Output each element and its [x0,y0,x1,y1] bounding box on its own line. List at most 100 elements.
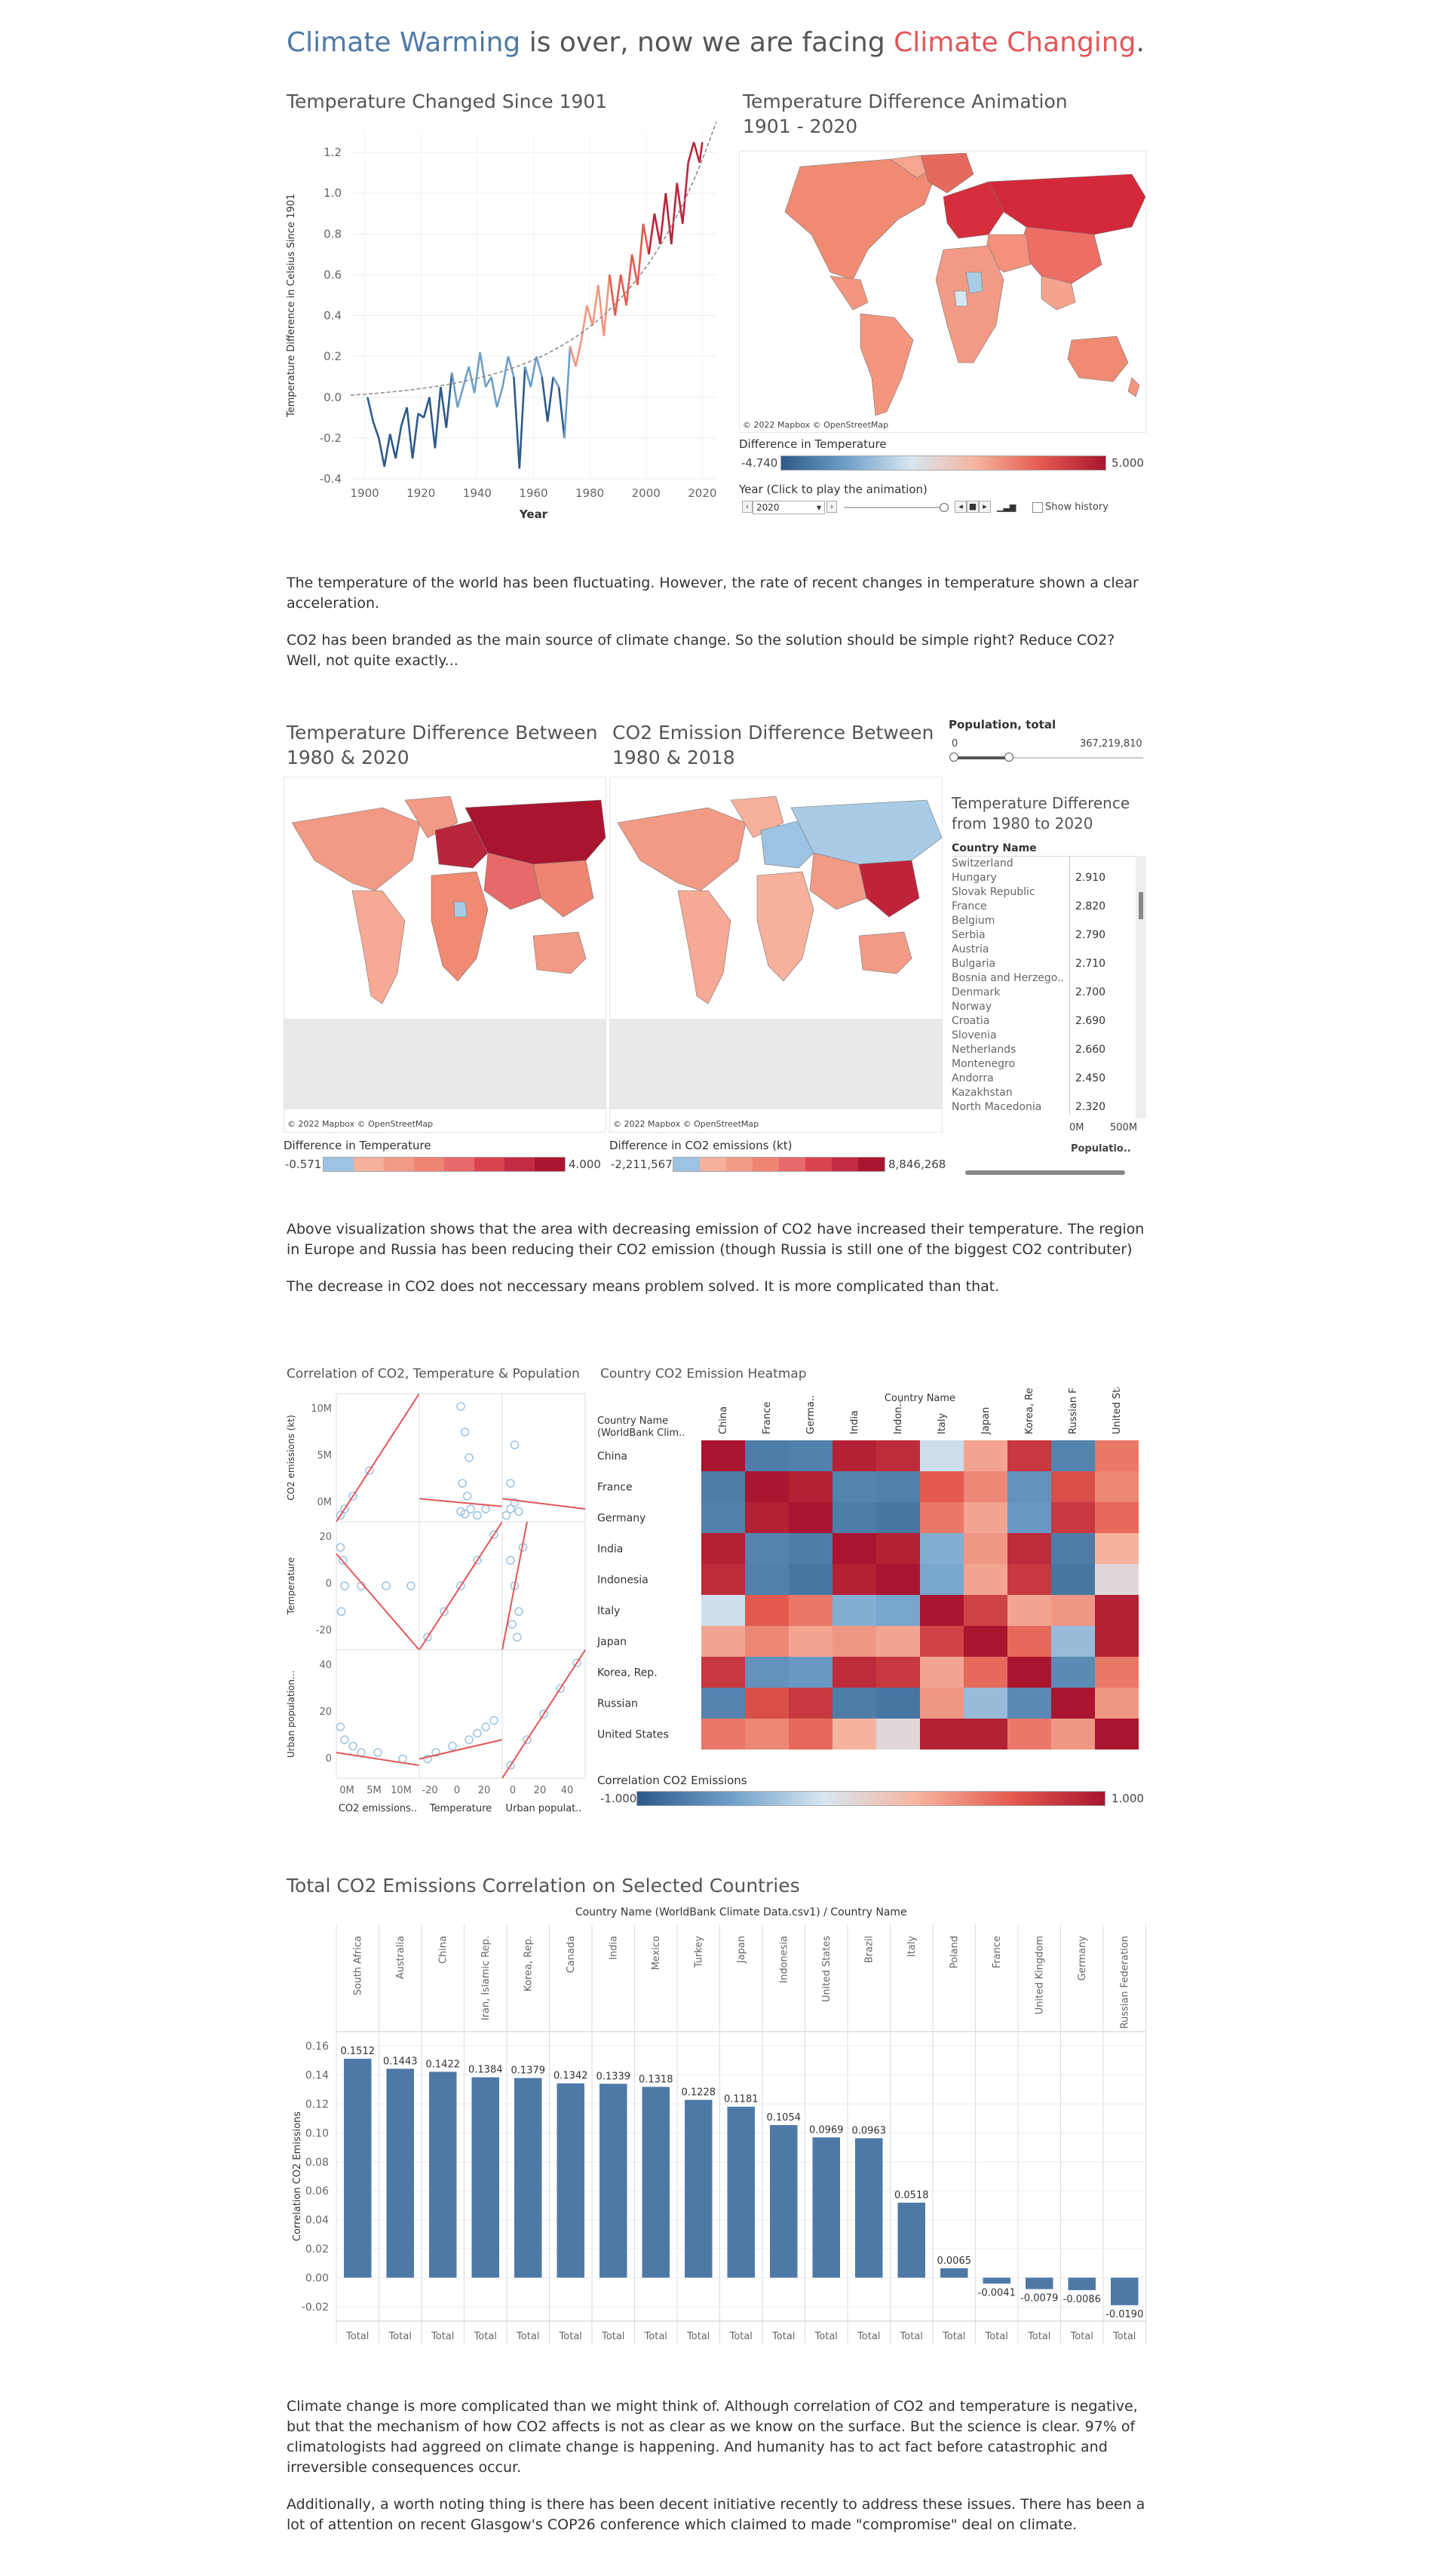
year-slider-handle[interactable] [940,503,949,512]
country-list-item[interactable]: Croatia 2.690 [952,1014,1146,1029]
heatmap-column-label: India [849,1410,860,1434]
temperature-line-segment [676,182,684,224]
temperature-line-segment [614,274,622,316]
population-slider-track[interactable] [955,757,1143,759]
scatter-y-tick: 5M [317,1450,333,1461]
country-list-item[interactable]: Slovenia [952,1029,1146,1043]
country-name: Switzerland [952,857,1013,869]
trend-line [336,1393,420,1523]
temp-diff-map[interactable]: © 2022 Mapbox © OpenStreetMap [284,777,606,1133]
year-next-icon[interactable]: › [826,501,837,513]
y-tick-label: 0.00 [305,2272,329,2284]
temp-diff-map-title-line2: 1980 & 2020 [287,747,409,768]
y-tick-label: -0.2 [320,431,342,445]
column-divider [1069,1000,1070,1014]
trend-line [501,1521,528,1651]
temperature-line-segment [597,284,606,336]
conclusion-paragraph-2: Additionally, a worth noting thing is th… [287,2496,1145,2533]
year-select[interactable]: 2020 ▾ [753,501,825,514]
speed-icon[interactable]: ▁▃▆ [997,502,1017,512]
heatmap-cell [1007,1719,1051,1750]
year-slider-track[interactable] [844,507,942,508]
co2-diff-map[interactable]: © 2022 Mapbox © OpenStreetMap [609,777,943,1133]
scatter-point [458,1479,467,1488]
country-list-item[interactable]: Netherlands 2.660 [952,1043,1146,1057]
bar-chart-title: Total CO2 Emissions Correlation on Selec… [287,1875,800,1897]
x-tick-label: 1940 [463,486,492,500]
country-list-item[interactable]: Andorra 2.450 [952,1072,1146,1086]
country-name: Belgium [952,915,995,927]
country-list-item[interactable]: North Macedonia 2.320 [952,1100,1146,1115]
scatter-row-label: Urban population… [286,1670,296,1758]
bar [983,2277,1010,2284]
bar-total-label: Total [771,2331,795,2342]
scatter-col-label: Urban populat.. [505,1803,581,1814]
heatmap-row-label: Russian [597,1698,638,1710]
co2-diff-map-shapes [610,777,943,1132]
temp-diff-map-shapes [284,777,606,1132]
stop-icon[interactable]: ■ [967,501,979,513]
country-list-item[interactable]: Switzerland [952,857,1146,871]
heatmap-cell [876,1502,920,1533]
bar [812,2137,840,2278]
conclusion-paragraph-1: Climate change is more complicated than … [287,2398,1138,2476]
scatter-point [506,1504,515,1513]
bar [727,2106,755,2278]
country-list-item[interactable]: Austria [952,943,1146,957]
year-prev-icon[interactable]: ‹ [742,501,753,513]
country-list-item[interactable]: Hungary 2.910 [952,871,1146,885]
scatter-x-tick: 10M [391,1785,412,1796]
scatter-y-tick: 0 [326,1753,332,1765]
country-list-item[interactable]: Kazakhstan [952,1086,1146,1100]
temperature-line-segment [603,274,611,336]
country-list[interactable]: Switzerland Hungary 2.910 Slovak Republic Fr… [952,856,1146,1119]
bar-data-label: 0.1443 [383,2056,418,2067]
scatter-point [365,1466,374,1475]
scatter-row-label: Temperature [286,1557,296,1615]
y-tick-label: 1.0 [324,186,342,200]
heatmap-column-label: Germa.. [805,1395,817,1434]
column-divider [1069,1086,1070,1100]
country-list-item[interactable]: Denmark 2.700 [952,986,1146,1000]
world-map-animation[interactable]: © 2022 Mapbox © OpenStreetMap [739,151,1146,433]
population-slider-max-handle[interactable] [1004,753,1013,762]
country-list-item[interactable]: France 2.820 [952,900,1146,914]
country-list-item[interactable]: Belgium [952,914,1146,928]
analysis-paragraph-2: The decrease in CO2 does not neccessary … [287,1278,1000,1295]
population-slider-min-handle[interactable] [949,753,958,762]
scatter-point [489,1530,498,1539]
scatter-point [348,1741,357,1751]
show-history-checkbox[interactable] [1032,502,1043,513]
heatmap-cell [1051,1471,1095,1502]
heatmap-cell [789,1626,833,1657]
country-list-scroll-thumb[interactable] [1139,892,1143,919]
temperature-line-segment [417,412,425,419]
country-list-scrollbar[interactable] [1136,856,1146,1118]
country-list-header: Country Name [952,842,1037,854]
trend-line [336,1553,420,1651]
column-divider [1069,943,1070,957]
play-back-icon[interactable]: ◂ [955,501,967,513]
country-list-item[interactable]: Montenegro [952,1057,1146,1072]
temperature-line-segment [372,421,380,439]
country-list-item[interactable]: Bosnia and Herzego.. [952,971,1146,986]
temp-diff-legend-title: Difference in Temperature [284,1139,431,1152]
country-list-item[interactable]: Slovak Republic [952,885,1146,900]
country-list-item[interactable]: Bulgaria 2.710 [952,957,1146,971]
heatmap-row-label: Italy [597,1605,620,1618]
heatmap-cell [920,1502,964,1533]
bar-category-label: Korea, Rep. [523,1936,534,1992]
bar-category-label: China [437,1936,449,1964]
scatter-point [510,1440,520,1449]
trend-line [419,1498,503,1507]
bar-data-label: 0.0065 [937,2256,972,2267]
play-icon[interactable]: ▸ [979,501,991,513]
country-list-item[interactable]: Serbia 2.790 [952,928,1146,943]
scatter-x-tick: 20 [478,1785,491,1796]
heatmap-row-label: Germany [597,1513,645,1525]
temp-diff-legend-max: 4.000 [569,1158,601,1171]
country-list-horizontal-scrollbar[interactable] [965,1170,1125,1175]
heatmap-cell [964,1440,1007,1471]
bar-category-label: Japan [736,1936,747,1964]
country-list-item[interactable]: Norway [952,1000,1146,1014]
